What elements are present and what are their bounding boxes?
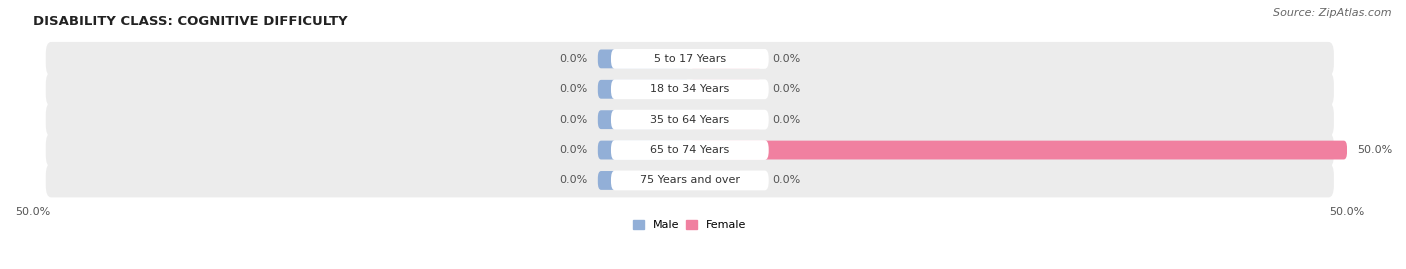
Text: 0.0%: 0.0% [773,54,801,64]
FancyBboxPatch shape [612,110,769,130]
Text: 0.0%: 0.0% [560,84,588,94]
Text: 18 to 34 Years: 18 to 34 Years [650,84,730,94]
Text: DISABILITY CLASS: COGNITIVE DIFFICULTY: DISABILITY CLASS: COGNITIVE DIFFICULTY [32,15,347,28]
Text: 75 Years and over: 75 Years and over [640,175,740,185]
FancyBboxPatch shape [612,79,769,99]
FancyBboxPatch shape [598,110,690,129]
FancyBboxPatch shape [46,133,1334,167]
Text: 0.0%: 0.0% [773,175,801,185]
FancyBboxPatch shape [598,49,690,68]
FancyBboxPatch shape [46,42,1334,76]
Text: Source: ZipAtlas.com: Source: ZipAtlas.com [1274,8,1392,18]
FancyBboxPatch shape [598,80,690,99]
FancyBboxPatch shape [690,171,762,190]
Text: 5 to 17 Years: 5 to 17 Years [654,54,725,64]
FancyBboxPatch shape [598,171,690,190]
Legend: Male, Female: Male, Female [628,215,751,235]
Text: 65 to 74 Years: 65 to 74 Years [650,145,730,155]
FancyBboxPatch shape [690,49,762,68]
Text: 0.0%: 0.0% [773,115,801,125]
FancyBboxPatch shape [612,49,769,69]
FancyBboxPatch shape [46,103,1334,137]
Text: 0.0%: 0.0% [560,145,588,155]
FancyBboxPatch shape [46,72,1334,106]
Text: 0.0%: 0.0% [560,175,588,185]
FancyBboxPatch shape [598,141,690,160]
FancyBboxPatch shape [46,164,1334,197]
Text: 0.0%: 0.0% [560,115,588,125]
Text: 0.0%: 0.0% [560,54,588,64]
FancyBboxPatch shape [612,140,769,160]
Text: 0.0%: 0.0% [773,84,801,94]
FancyBboxPatch shape [690,141,1347,160]
Text: 50.0%: 50.0% [1358,145,1393,155]
FancyBboxPatch shape [612,171,769,190]
FancyBboxPatch shape [690,80,762,99]
FancyBboxPatch shape [690,110,762,129]
Text: 35 to 64 Years: 35 to 64 Years [650,115,730,125]
